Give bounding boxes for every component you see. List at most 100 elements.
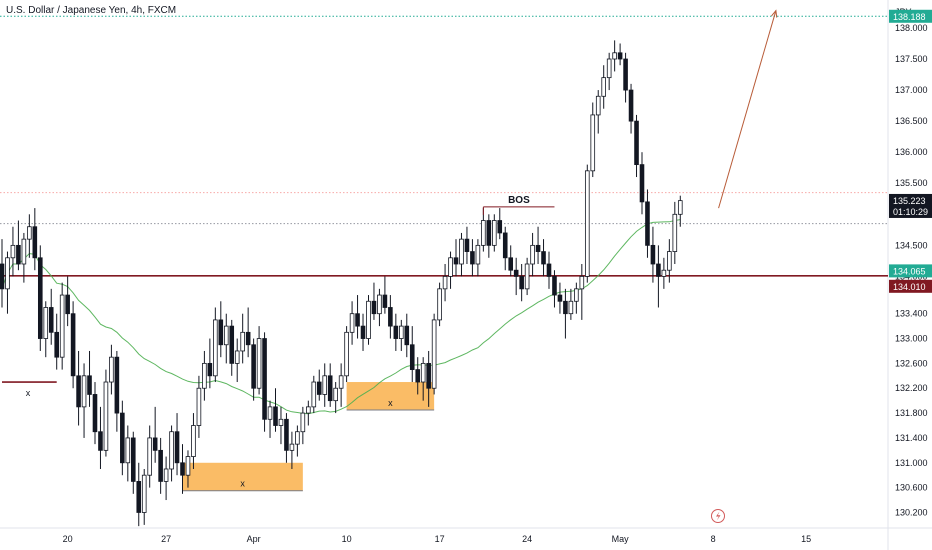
candle [185,450,191,488]
candle [360,313,366,351]
candle [103,369,109,457]
moving-average-line [1,219,681,415]
candle-body [103,381,109,451]
candle-body [470,251,475,265]
candle-body [508,257,514,271]
candle-body [606,58,612,79]
candle-body [174,431,180,464]
price-label-bg [889,9,932,23]
candle-body [136,481,142,513]
candle-body [87,375,92,395]
candle-body [639,164,645,203]
candle-body [677,200,683,215]
candle-body [327,375,333,402]
candle [491,214,497,252]
candle-body [223,325,229,346]
candle [475,239,481,277]
price-tick-label: 132.600 [895,358,928,368]
candle [393,313,399,351]
candle-body [459,238,464,265]
lightning-icon[interactable] [711,509,725,523]
candle [442,264,448,302]
candle-body [109,356,114,383]
candle-body [475,244,481,265]
candle [65,276,70,327]
candle-body [409,344,415,370]
candle [59,282,65,370]
time-axis: 20 27 Apr 10 17 24 May 8 15 [63,534,811,544]
candle-body [448,257,453,277]
left-level-label: x [26,388,31,398]
candle-body [81,375,87,408]
candle [667,239,672,283]
candle [464,226,470,264]
candle-body [32,226,38,259]
candle [120,400,125,476]
candle [43,301,49,358]
candle [180,444,185,494]
candle [453,239,459,277]
candle [158,437,163,494]
candle [98,406,103,469]
candle-body [289,443,295,451]
price-tick-label: 132.200 [895,383,928,393]
candle [579,264,585,320]
price-label-countdown: 01:10:29 [893,207,928,217]
candle-body [437,288,442,321]
candle-body [431,319,437,389]
price-label-bg [889,193,932,218]
candle-body [672,213,678,252]
candle [48,288,54,345]
candle [289,431,295,469]
candle [207,338,213,389]
time-tick-label: 15 [801,534,811,544]
candle-body [404,325,410,346]
candle [409,326,415,383]
candle [519,264,524,302]
candle-body [92,394,98,433]
price-tick-label: 131.000 [895,458,928,468]
time-tick-label: May [612,534,630,544]
candle-body [262,338,267,420]
candle-body [399,325,404,339]
candle [502,226,508,271]
candle-body [322,375,328,395]
candle-body [584,170,590,277]
candle-body [130,437,136,482]
candle-body [59,294,65,358]
candle-body [5,257,10,290]
candle [415,357,421,395]
demand-zone [182,462,303,491]
time-tick-label: 27 [161,534,171,544]
candle-body [371,300,377,315]
candle-body [76,375,81,408]
time-tick-label: 20 [63,534,73,544]
candle-body [10,244,16,259]
candle [420,357,426,401]
candle-body [251,344,256,389]
candle [125,425,131,482]
candle [81,363,87,438]
candle-body [43,307,49,339]
price-tick-label: 130.600 [895,483,928,493]
candle-body [393,325,399,339]
candle [21,232,27,283]
candle [327,363,333,407]
candle [316,369,322,401]
candle-body [169,431,174,470]
candle-body [360,325,366,339]
candle [141,468,147,525]
candle [338,363,344,407]
candle [196,375,202,438]
candle [628,83,634,134]
candle-body [207,362,213,377]
candle-body [595,95,601,116]
candle [169,425,174,482]
time-tick-label: 10 [342,534,352,544]
candle-body [245,331,251,346]
candle-body [147,437,152,476]
candle-body [667,251,672,271]
candle [10,226,16,277]
candle-body [273,406,278,426]
